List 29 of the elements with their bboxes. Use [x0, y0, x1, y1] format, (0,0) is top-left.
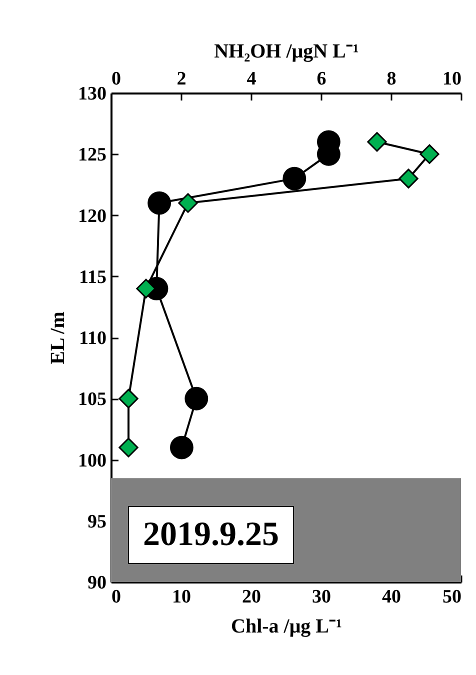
x-tick-label: 50 — [442, 586, 462, 608]
y-tick-label: 95 — [88, 511, 106, 532]
x-tick-label: 20 — [242, 586, 261, 608]
y-tick-label: 90 — [88, 572, 106, 594]
x2-tick-label: 6 — [316, 68, 326, 90]
x2-tick-label: 2 — [176, 68, 186, 90]
point — [184, 386, 208, 410]
x-tick-label: 30 — [312, 586, 331, 608]
y-tick-label: 115 — [79, 266, 106, 288]
x2-tick-label: 8 — [386, 68, 396, 90]
x-tick-label: 10 — [172, 586, 191, 608]
point — [170, 436, 194, 460]
y-tick-label: 130 — [78, 84, 106, 104]
point — [282, 166, 306, 190]
x-axis-title: Chl-a /μg L⁻¹ — [230, 616, 342, 638]
y-axis-title: EL /m — [47, 311, 69, 364]
x-tick-label: 40 — [382, 586, 401, 608]
x2-tick-label: 0 — [112, 68, 121, 90]
x2-axis-title: NH₂OH /μgN L⁻¹ — [214, 40, 359, 62]
y-tick-label: 100 — [78, 450, 106, 472]
y-tick-label: 110 — [79, 328, 106, 349]
x-tick-label: 0 — [112, 586, 121, 608]
point — [148, 191, 172, 215]
y-tick-label: 125 — [78, 144, 106, 166]
annotation: 2019.9.25 — [128, 506, 294, 564]
y-tick-label: 105 — [78, 389, 106, 410]
x2-tick-label: 4 — [246, 68, 257, 90]
y-tick-label: 120 — [78, 206, 106, 227]
x2-tick-label: 10 — [442, 68, 462, 90]
